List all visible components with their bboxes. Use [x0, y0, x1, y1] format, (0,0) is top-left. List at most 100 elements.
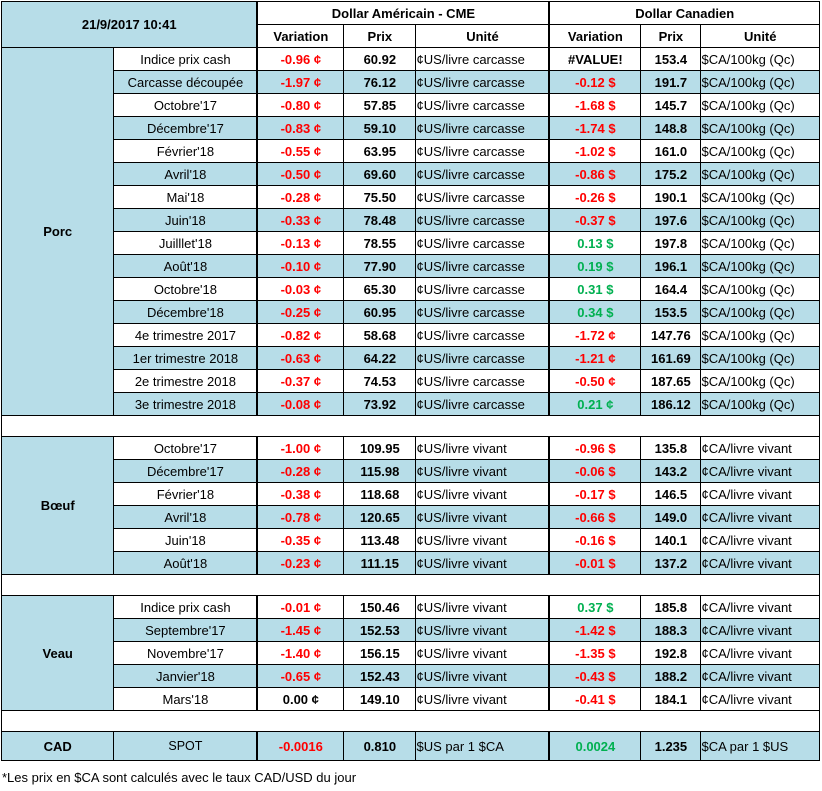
- row-label: 2e trimestre 2018: [113, 369, 258, 393]
- spacer-row: [1, 574, 820, 596]
- row-label: Janvier'18: [113, 664, 258, 688]
- usd-price: 156.15: [343, 641, 417, 665]
- usd-unit: ¢US/livre carcasse: [415, 47, 550, 71]
- usd-unit: ¢US/livre vivant: [415, 482, 550, 506]
- cad-price: 196.1: [640, 254, 702, 278]
- cad-unit: ¢CA/livre vivant: [700, 528, 820, 552]
- table-row: 1er trimestre 2018 -0.63 ¢ 64.22 ¢US/livre …: [2, 346, 820, 370]
- cad-variation: 0.19 $: [548, 254, 642, 278]
- table-row: Porc Indice prix cash -0.96 ¢ 60.92 ¢US/livr…: [0, 47, 820, 416]
- table-row: Août'18 -0.10 ¢ 77.90 ¢US/livre carcasse 0.1…: [2, 254, 820, 278]
- usd-price: 60.95: [343, 300, 417, 324]
- usd-variation-header: Variation: [256, 24, 345, 48]
- table-row: Novembre'17 -1.40 ¢ 156.15 ¢US/livre vivant…: [2, 641, 820, 665]
- cad-variation: -0.06 $: [548, 459, 642, 483]
- cad-variation: -0.86 $: [548, 162, 642, 186]
- row-label: Octobre'17: [113, 93, 258, 117]
- category-label-cad: CAD: [0, 731, 115, 761]
- cad-price: 197.8: [640, 231, 702, 255]
- row-label: Décembre'18: [113, 300, 258, 324]
- spacer-row: [1, 415, 820, 437]
- cad-unit: $CA/100kg (Qc): [700, 47, 820, 71]
- row-label: SPOT: [113, 731, 258, 761]
- usd-price: 57.85: [343, 93, 417, 117]
- cad-price: 143.2: [640, 459, 702, 483]
- usd-price: 58.68: [343, 323, 417, 347]
- cad-unit: ¢CA/livre vivant: [700, 687, 820, 711]
- cad-unit: $CA/100kg (Qc): [700, 346, 820, 370]
- cad-price: 161.0: [640, 139, 702, 163]
- usd-variation: -0.0016: [256, 731, 345, 761]
- cad-price: 197.6: [640, 208, 702, 232]
- cad-price: 188.3: [640, 618, 702, 642]
- table-row: Octobre'18 -0.03 ¢ 65.30 ¢US/livre carcasse…: [2, 277, 820, 301]
- usd-price: 74.53: [343, 369, 417, 393]
- usd-unit: ¢US/livre carcasse: [415, 254, 550, 278]
- cad-price: 153.4: [640, 47, 702, 71]
- row-label: Avril'18: [113, 505, 258, 529]
- usd-variation: -1.45 ¢: [256, 618, 345, 642]
- usd-section-title: Dollar Américain - CME: [256, 1, 550, 25]
- usd-price: 73.92: [343, 392, 417, 416]
- cad-price: 175.2: [640, 162, 702, 186]
- cad-price: 140.1: [640, 528, 702, 552]
- usd-unit: ¢US/livre carcasse: [415, 185, 550, 209]
- cad-variation: -0.66 $: [548, 505, 642, 529]
- table-row: Janvier'18 -0.65 ¢ 152.43 ¢US/livre vivant -…: [2, 664, 820, 688]
- table-row: Octobre'17 -0.80 ¢ 57.85 ¢US/livre carcasse…: [2, 93, 820, 117]
- cad-variation: -1.42 $: [548, 618, 642, 642]
- cad-price: 1.235: [640, 731, 702, 761]
- table-row: Juilllet'18 -0.13 ¢ 78.55 ¢US/livre carcass…: [2, 231, 820, 255]
- usd-variation: -0.80 ¢: [256, 93, 345, 117]
- cad-unit: $CA/100kg (Qc): [700, 231, 820, 255]
- usd-variation: -0.23 ¢: [256, 551, 345, 575]
- category-label-0: Porc: [0, 47, 115, 416]
- usd-price: 150.46: [343, 595, 417, 619]
- cad-unit: $CA/100kg (Qc): [700, 93, 820, 117]
- row-label: Décembre'17: [113, 116, 258, 140]
- row-label: Mai'18: [113, 185, 258, 209]
- spacer-row: [1, 710, 820, 732]
- cad-variation: -0.26 $: [548, 185, 642, 209]
- header-row-1: 21/9/2017 10:41 Dollar Américain - CME D…: [1, 1, 821, 48]
- row-label: Juilllet'18: [113, 231, 258, 255]
- table-row: Février'18 -0.55 ¢ 63.95 ¢US/livre carcasse…: [2, 139, 820, 163]
- cad-variation: 0.13 $: [548, 231, 642, 255]
- cad-price: 185.8: [640, 595, 702, 619]
- cad-unit: ¢CA/livre vivant: [700, 551, 820, 575]
- usd-unit: ¢US/livre carcasse: [415, 162, 550, 186]
- usd-unit: ¢US/livre carcasse: [415, 277, 550, 301]
- usd-variation: -0.10 ¢: [256, 254, 345, 278]
- usd-unit: ¢US/livre vivant: [415, 505, 550, 529]
- cad-variation: #VALUE!: [548, 47, 642, 71]
- usd-price: 120.65: [343, 505, 417, 529]
- usd-unit: ¢US/livre vivant: [415, 551, 550, 575]
- usd-price: 75.50: [343, 185, 417, 209]
- usd-variation: -0.37 ¢: [256, 369, 345, 393]
- usd-price: 109.95: [343, 436, 417, 460]
- cad-variation: -1.35 $: [548, 641, 642, 665]
- cad-variation: 0.31 $: [548, 277, 642, 301]
- usd-price: 77.90: [343, 254, 417, 278]
- cad-variation: 0.21 ¢: [548, 392, 642, 416]
- cad-variation: -0.50 ¢: [548, 369, 642, 393]
- cad-unit: ¢CA/livre vivant: [700, 664, 820, 688]
- usd-unit: ¢US/livre vivant: [415, 459, 550, 483]
- cad-variation: 0.37 $: [548, 595, 642, 619]
- row-label: Août'18: [113, 254, 258, 278]
- cad-unit: $CA/100kg (Qc): [700, 277, 820, 301]
- usd-unit: ¢US/livre carcasse: [415, 208, 550, 232]
- cad-price: 190.1: [640, 185, 702, 209]
- header-row-2: Variation Prix Unité Variation Prix Unit…: [2, 24, 820, 48]
- row-label: Décembre'17: [113, 459, 258, 483]
- cad-unit: $CA/100kg (Qc): [700, 323, 820, 347]
- usd-variation: -0.83 ¢: [256, 116, 345, 140]
- cad-unit: $CA/100kg (Qc): [700, 369, 820, 393]
- cad-price: 164.4: [640, 277, 702, 301]
- cad-price: 161.69: [640, 346, 702, 370]
- cad-variation: -0.41 $: [548, 687, 642, 711]
- usd-unit: ¢US/livre vivant: [415, 595, 550, 619]
- row-label: Juin'18: [113, 528, 258, 552]
- usd-price: 63.95: [343, 139, 417, 163]
- usd-variation: -0.78 ¢: [256, 505, 345, 529]
